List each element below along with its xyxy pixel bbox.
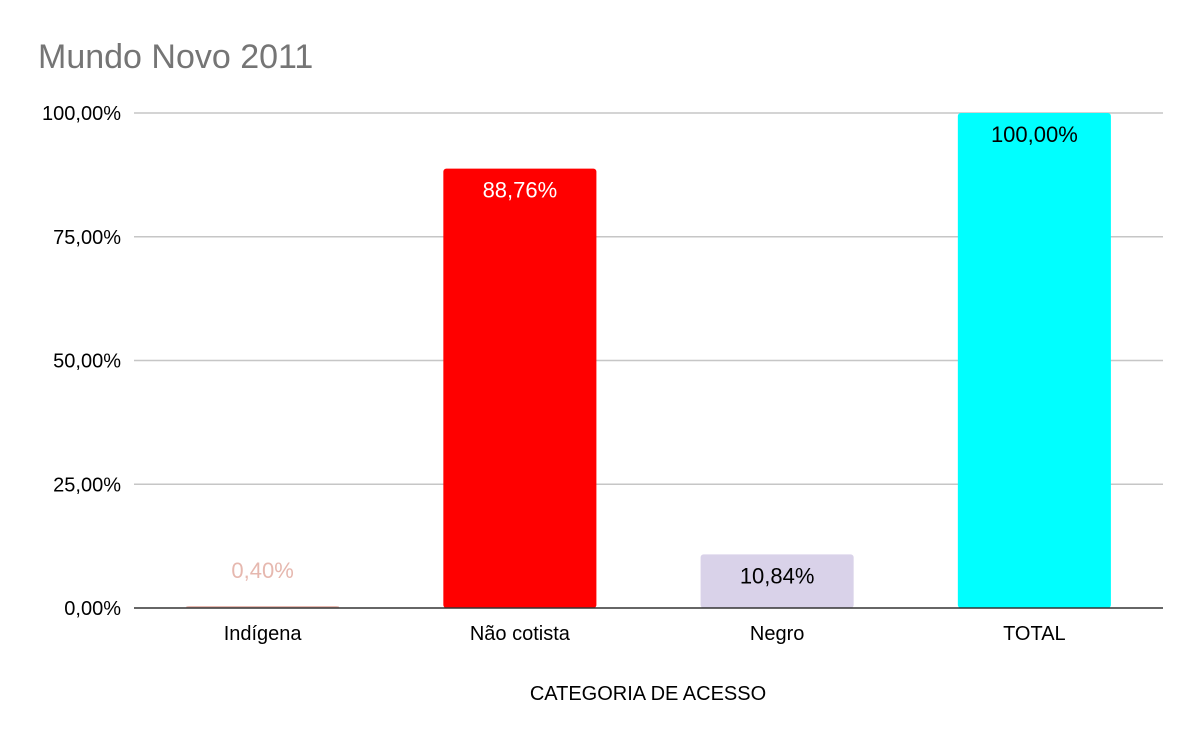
category-label: Não cotista [470, 623, 571, 645]
data-label: 10,84% [740, 563, 815, 588]
category-label: TOTAL [1003, 623, 1066, 645]
bar-2 [700, 554, 854, 608]
y-tick-label: 100,00% [42, 103, 121, 125]
y-tick-label: 50,00% [53, 351, 121, 373]
x-axis-title: CATEGORIA DE ACESSO [530, 683, 766, 705]
category-label: Indígena [224, 623, 303, 645]
x-axis-category-labels: Indígena Não cotista Negro TOTAL [224, 623, 1066, 645]
y-tick-label: 75,00% [53, 227, 121, 249]
bar-1 [443, 168, 597, 608]
bar-3 [957, 113, 1111, 608]
data-label: 88,76% [483, 178, 558, 203]
y-axis-tick-labels: 0,00% 25,00% 50,00% 75,00% 100,00% [42, 103, 121, 620]
chart-title: Mundo Novo 2011 [38, 38, 313, 76]
data-label: 100,00% [991, 122, 1078, 147]
data-label: 0,40% [231, 558, 293, 583]
category-label: Negro [750, 623, 804, 645]
y-tick-label: 0,00% [64, 598, 121, 620]
y-tick-label: 25,00% [53, 474, 121, 496]
data-labels: 0,40% 88,76% 10,84% 100,00% [231, 122, 1077, 588]
bars [186, 113, 1111, 608]
